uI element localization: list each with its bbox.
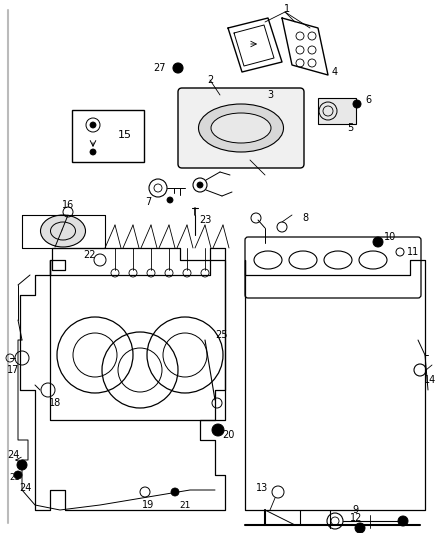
Text: 5: 5 bbox=[347, 123, 353, 133]
Text: 7: 7 bbox=[145, 197, 151, 207]
Text: 27: 27 bbox=[154, 63, 166, 73]
Circle shape bbox=[197, 182, 203, 188]
FancyBboxPatch shape bbox=[318, 98, 356, 124]
Text: 24: 24 bbox=[7, 450, 19, 460]
Text: 14: 14 bbox=[424, 375, 436, 385]
Circle shape bbox=[398, 516, 408, 526]
Circle shape bbox=[173, 63, 183, 73]
Circle shape bbox=[90, 149, 96, 155]
Text: 11: 11 bbox=[407, 247, 419, 257]
FancyBboxPatch shape bbox=[72, 110, 144, 162]
FancyBboxPatch shape bbox=[178, 88, 304, 168]
Circle shape bbox=[17, 460, 27, 470]
Circle shape bbox=[167, 197, 173, 203]
Text: 2: 2 bbox=[207, 75, 213, 85]
Text: 21: 21 bbox=[179, 500, 191, 510]
Text: 20: 20 bbox=[222, 430, 234, 440]
Text: 18: 18 bbox=[49, 398, 61, 408]
Text: 16: 16 bbox=[62, 200, 74, 210]
Text: 15: 15 bbox=[118, 130, 132, 140]
Text: 25: 25 bbox=[216, 330, 228, 340]
Text: 6: 6 bbox=[365, 95, 371, 105]
Text: 24: 24 bbox=[19, 483, 31, 493]
Text: 1: 1 bbox=[284, 4, 290, 14]
Circle shape bbox=[212, 424, 224, 436]
Ellipse shape bbox=[198, 104, 283, 152]
Text: 4: 4 bbox=[332, 67, 338, 77]
Circle shape bbox=[355, 523, 365, 533]
Text: 21: 21 bbox=[10, 473, 20, 482]
Text: 9: 9 bbox=[352, 505, 358, 515]
Circle shape bbox=[353, 100, 361, 108]
Circle shape bbox=[14, 471, 22, 479]
Text: 23: 23 bbox=[199, 215, 211, 225]
Text: 22: 22 bbox=[84, 250, 96, 260]
Text: 17: 17 bbox=[7, 365, 19, 375]
Text: 13: 13 bbox=[256, 483, 268, 493]
Circle shape bbox=[90, 122, 96, 128]
Circle shape bbox=[171, 488, 179, 496]
Text: 19: 19 bbox=[142, 500, 154, 510]
Ellipse shape bbox=[40, 215, 85, 247]
Circle shape bbox=[373, 237, 383, 247]
Text: 3: 3 bbox=[267, 90, 273, 100]
Text: 10: 10 bbox=[384, 232, 396, 242]
Ellipse shape bbox=[211, 113, 271, 143]
Text: 12: 12 bbox=[350, 513, 362, 523]
Text: 8: 8 bbox=[302, 213, 308, 223]
